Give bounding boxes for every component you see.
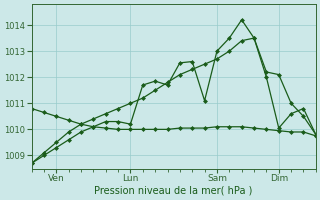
X-axis label: Pression niveau de la mer( hPa ): Pression niveau de la mer( hPa ): [94, 186, 253, 196]
